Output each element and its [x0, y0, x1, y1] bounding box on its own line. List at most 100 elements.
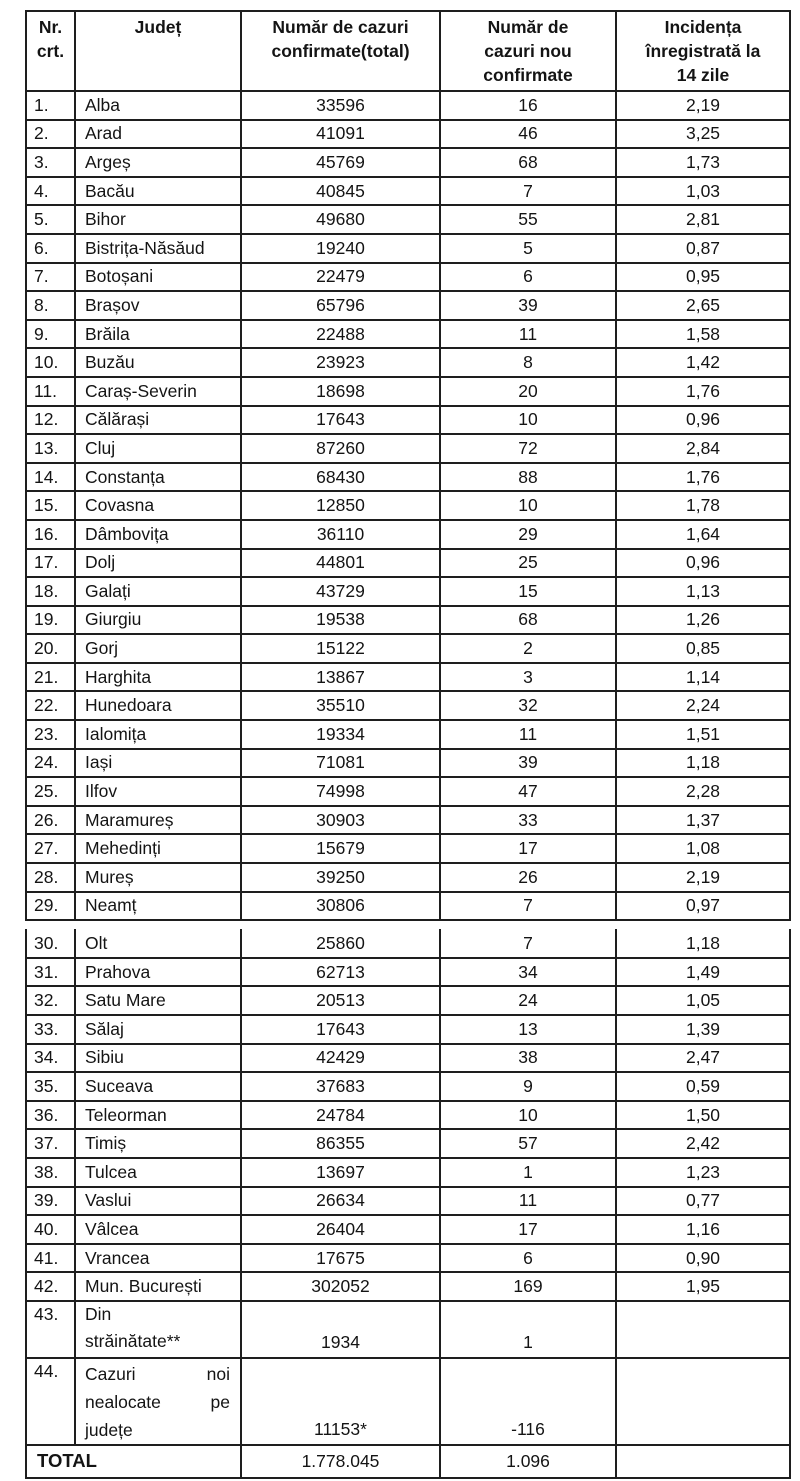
row-number-cell: 26. [25, 804, 76, 836]
row-number-cell: 28. [25, 862, 76, 893]
row-number-cell: 22. [25, 690, 76, 722]
row-number-cell: 34. [25, 1042, 76, 1074]
incidence-cell: 1,42 [615, 347, 791, 378]
row-number-cell: 35. [25, 1071, 76, 1102]
incidence-cell: 3,25 [615, 118, 791, 150]
county-cell: Tulcea [74, 1156, 242, 1188]
total-cases-cell: 36110 [240, 518, 441, 550]
incidence-cell: 0,90 [615, 1242, 791, 1274]
table-row: 33. Sălaj 17643 13 1,39 [25, 1014, 791, 1045]
county-cell: Galați [74, 576, 242, 607]
new-cases-cell: 24 [439, 985, 617, 1016]
row-number-cell: 17. [25, 547, 76, 579]
row-number-cell: 16. [25, 518, 76, 550]
total-cases-cell: 1.778.045 [240, 1443, 441, 1479]
row-number-cell: 37. [25, 1128, 76, 1159]
new-cases-cell: 169 [439, 1271, 617, 1302]
new-cases-cell: 68 [439, 147, 617, 178]
total-label-cell: TOTAL [25, 1443, 242, 1479]
total-cases-cell: 37683 [240, 1071, 441, 1102]
table-row: 8. Brașov 65796 39 2,65 [25, 290, 791, 321]
new-cases-cell: 25 [439, 547, 617, 579]
county-cell: Brașov [74, 290, 242, 321]
new-cases-cell: -116 [439, 1356, 617, 1446]
row-number-cell: 8. [25, 290, 76, 321]
column-header-new-cases: Număr de cazuri nou confirmate [439, 10, 617, 92]
table-row: 18. Galați 43729 15 1,13 [25, 576, 791, 607]
county-cell: Covasna [74, 490, 242, 521]
new-cases-cell: 10 [439, 1099, 617, 1131]
county-cell: Călărași [74, 404, 242, 436]
from-abroad-line-1: Din [85, 1303, 112, 1324]
new-cases-cell: 33 [439, 804, 617, 836]
new-cases-cell: 10 [439, 404, 617, 436]
new-cases-cell: 5 [439, 232, 617, 264]
county-cell: Dolj [74, 547, 242, 579]
row-number-cell: 4. [25, 175, 76, 207]
column-header-judet: Județ [74, 10, 242, 92]
new-cases-cell: 13 [439, 1014, 617, 1045]
incidence-cell: 0,85 [615, 633, 791, 664]
row-number-cell: 6. [25, 232, 76, 264]
incidence-cell: 2,47 [615, 1042, 791, 1074]
total-cases-cell: 25860 [240, 929, 441, 959]
county-cell: Suceava [74, 1071, 242, 1102]
total-cases-cell: 11153* [240, 1356, 441, 1446]
county-cell: Dâmbovița [74, 518, 242, 550]
new-cases-cell: 39 [439, 747, 617, 779]
new-cases-cell: 11 [439, 1185, 617, 1217]
incidence-cell: 2,19 [615, 862, 791, 893]
incidence-cell: 1,23 [615, 1156, 791, 1188]
new-cases-cell: 2 [439, 633, 617, 664]
table-row: 38. Tulcea 13697 1 1,23 [25, 1156, 791, 1188]
county-cell: Argeș [74, 147, 242, 178]
county-cell: Gorj [74, 633, 242, 664]
new-cases-cell: 1 [439, 1299, 617, 1359]
county-table-part-1: Nr. crt. Județ Număr de cazuri confirmat… [25, 10, 791, 922]
county-cell: Bacău [74, 175, 242, 207]
new-cases-cell: 17 [439, 1214, 617, 1245]
total-cases-cell: 19538 [240, 604, 441, 636]
table-row: 25. Ilfov 74998 47 2,28 [25, 776, 791, 807]
incidence-cell: 1,78 [615, 490, 791, 521]
incidence-cell: 1,14 [615, 661, 791, 693]
table-row: 32. Satu Mare 20513 24 1,05 [25, 985, 791, 1016]
county-cell: Ilfov [74, 776, 242, 807]
incidence-cell: 1,73 [615, 147, 791, 178]
table-body-part-2: 30. Olt 25860 7 1,18 31. Prahova 62713 3… [25, 929, 791, 1302]
row-number-cell: 41. [25, 1242, 76, 1274]
new-cases-cell: 9 [439, 1071, 617, 1102]
county-cell: Vâlcea [74, 1214, 242, 1245]
new-cases-cell: 20 [439, 375, 617, 407]
unallocated-word: nealocate [85, 1391, 161, 1412]
county-cell: Cluj [74, 433, 242, 464]
incidence-cell: 1,51 [615, 719, 791, 750]
new-cases-cell: 3 [439, 661, 617, 693]
total-cases-cell: 30903 [240, 804, 441, 836]
new-cases-cell: 11 [439, 719, 617, 750]
new-cases-cell: 7 [439, 175, 617, 207]
county-cell: Vaslui [74, 1185, 242, 1217]
county-cell: Mureș [74, 862, 242, 893]
new-cases-cell: 1.096 [439, 1443, 617, 1479]
incidence-cell: 1,16 [615, 1214, 791, 1245]
total-cases-cell: 15679 [240, 833, 441, 865]
new-cases-cell: 68 [439, 604, 617, 636]
row-number-cell: 40. [25, 1214, 76, 1245]
table-split-gap [25, 921, 791, 929]
incidence-cell: 0,59 [615, 1071, 791, 1102]
total-cases-cell: 20513 [240, 985, 441, 1016]
table-row: 39. Vaslui 26634 11 0,77 [25, 1185, 791, 1217]
table-row: 29. Neamț 30806 7 0,97 [25, 890, 791, 922]
county-cell: Timiș [74, 1128, 242, 1159]
column-header-nr-crt: Nr. crt. [25, 10, 76, 92]
row-number-cell: 21. [25, 661, 76, 693]
county-cell: Maramureș [74, 804, 242, 836]
table-body-part-1: 1. Alba 33596 16 2,19 2. Arad 41091 46 3… [25, 90, 791, 922]
incidence-cell: 1,49 [615, 956, 791, 988]
county-cell: Neamț [74, 890, 242, 922]
incidence-cell: 2,81 [615, 204, 791, 235]
unallocated-word: județe [85, 1419, 133, 1440]
unallocated-word: noi [206, 1363, 230, 1384]
row-number-cell: 36. [25, 1099, 76, 1131]
